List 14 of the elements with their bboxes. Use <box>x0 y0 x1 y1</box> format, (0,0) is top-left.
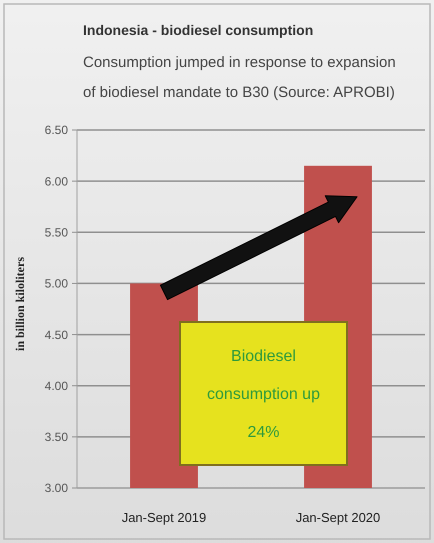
chart-title: Indonesia - biodiesel consumption <box>83 22 314 38</box>
y-tick-label: 4.00 <box>44 378 68 393</box>
y-tick-label: 5.50 <box>44 225 68 240</box>
y-tick-label: 3.50 <box>44 430 68 444</box>
y-tick-label: 5.00 <box>44 276 68 291</box>
x-tick-label: Jan-Sept 2019 <box>122 510 206 525</box>
y-tick-label: 3.00 <box>44 481 68 496</box>
y-axis-title: in billion kiloliters <box>13 256 27 352</box>
x-tick-label: Jan-Sept 2020 <box>296 510 380 525</box>
y-tick-label: 6.00 <box>44 174 68 188</box>
y-tick-label: 6.50 <box>44 123 68 138</box>
chart-subtitle: Consumption jumped in response to expansion of biodiesel mandate to B30 (Source: APROBI) <box>83 54 396 101</box>
text: Biodiesel consumption up 24% <box>207 348 320 442</box>
y-tick-label: 4.50 <box>44 328 68 342</box>
